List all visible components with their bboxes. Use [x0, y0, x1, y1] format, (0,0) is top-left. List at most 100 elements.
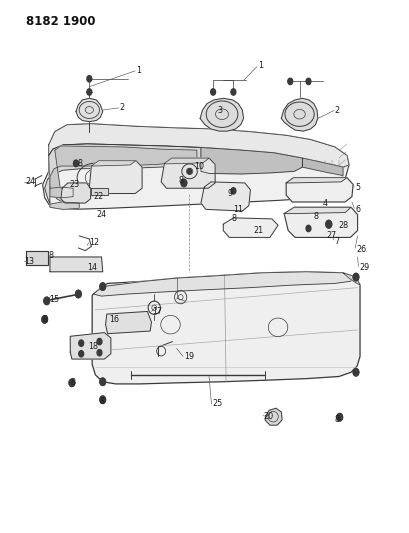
Circle shape [298, 120, 300, 124]
Circle shape [187, 168, 191, 174]
Circle shape [83, 112, 85, 115]
Text: 26: 26 [355, 245, 365, 254]
Circle shape [75, 290, 81, 298]
Circle shape [287, 78, 292, 85]
Polygon shape [164, 158, 209, 164]
Circle shape [95, 108, 97, 111]
Text: 10: 10 [193, 161, 204, 171]
Polygon shape [105, 311, 151, 334]
Circle shape [231, 112, 233, 116]
Polygon shape [91, 188, 107, 195]
Circle shape [100, 396, 105, 403]
Circle shape [88, 103, 90, 106]
Polygon shape [91, 161, 136, 166]
Text: 24: 24 [25, 177, 35, 187]
Circle shape [100, 283, 105, 290]
Circle shape [79, 340, 83, 346]
Text: 12: 12 [89, 238, 99, 247]
Polygon shape [302, 158, 342, 175]
Text: 15: 15 [49, 295, 59, 304]
Text: 16: 16 [109, 315, 119, 324]
Polygon shape [93, 272, 355, 296]
Polygon shape [285, 177, 346, 183]
Circle shape [73, 160, 78, 166]
Circle shape [93, 112, 95, 115]
Text: 21: 21 [253, 226, 263, 235]
Text: 1: 1 [136, 66, 141, 75]
Text: 8: 8 [70, 378, 75, 387]
Circle shape [220, 122, 223, 125]
Circle shape [213, 106, 215, 109]
Polygon shape [61, 183, 90, 203]
Circle shape [352, 368, 358, 376]
Circle shape [228, 106, 230, 109]
Polygon shape [25, 251, 47, 265]
Circle shape [305, 78, 310, 85]
Circle shape [100, 378, 105, 385]
Circle shape [336, 414, 342, 421]
Text: 23: 23 [69, 180, 79, 189]
Polygon shape [342, 273, 359, 285]
Text: 28: 28 [337, 221, 347, 230]
Text: 8: 8 [178, 176, 183, 185]
Circle shape [291, 118, 293, 122]
Text: 6: 6 [354, 205, 359, 214]
Text: 8: 8 [43, 315, 47, 324]
Polygon shape [264, 408, 281, 425]
Circle shape [213, 119, 215, 122]
Circle shape [210, 112, 212, 116]
Text: 27: 27 [325, 231, 335, 240]
Polygon shape [92, 272, 359, 384]
Circle shape [220, 103, 223, 107]
Circle shape [230, 188, 235, 194]
Text: 8: 8 [231, 214, 236, 223]
Circle shape [304, 107, 307, 110]
Text: 9: 9 [227, 189, 232, 198]
Polygon shape [200, 148, 302, 174]
Polygon shape [43, 124, 348, 209]
Text: 8: 8 [49, 252, 54, 261]
Circle shape [81, 108, 83, 111]
Text: 8: 8 [77, 159, 82, 168]
Polygon shape [89, 161, 142, 193]
Text: 5: 5 [354, 183, 360, 192]
Polygon shape [70, 333, 110, 359]
Circle shape [298, 104, 300, 108]
Circle shape [79, 351, 83, 357]
Circle shape [97, 338, 102, 345]
Polygon shape [200, 98, 243, 131]
Circle shape [210, 89, 215, 95]
Polygon shape [45, 144, 200, 204]
Text: 8: 8 [99, 397, 104, 406]
Polygon shape [50, 146, 196, 202]
Circle shape [97, 350, 102, 356]
Polygon shape [50, 202, 79, 209]
Circle shape [305, 225, 310, 232]
Text: 11: 11 [233, 205, 243, 214]
Text: 4: 4 [322, 198, 327, 207]
Circle shape [44, 297, 49, 304]
Circle shape [304, 118, 307, 122]
Polygon shape [50, 187, 73, 198]
Text: 22: 22 [93, 192, 103, 200]
Circle shape [352, 273, 358, 281]
Text: 13: 13 [25, 257, 34, 266]
Circle shape [228, 119, 230, 122]
Circle shape [307, 112, 310, 116]
Circle shape [291, 107, 293, 110]
Text: 1: 1 [257, 61, 262, 70]
Circle shape [230, 89, 235, 95]
Polygon shape [161, 158, 215, 188]
Text: 17: 17 [152, 307, 162, 316]
Circle shape [69, 379, 74, 386]
Text: 29: 29 [358, 263, 369, 272]
Text: 18: 18 [88, 342, 98, 351]
Text: 8: 8 [313, 212, 318, 221]
Circle shape [88, 114, 90, 117]
Circle shape [181, 179, 186, 187]
Circle shape [288, 112, 290, 116]
Text: 8182 1900: 8182 1900 [26, 15, 96, 28]
Polygon shape [76, 98, 103, 122]
Polygon shape [283, 207, 350, 214]
Polygon shape [200, 182, 250, 211]
